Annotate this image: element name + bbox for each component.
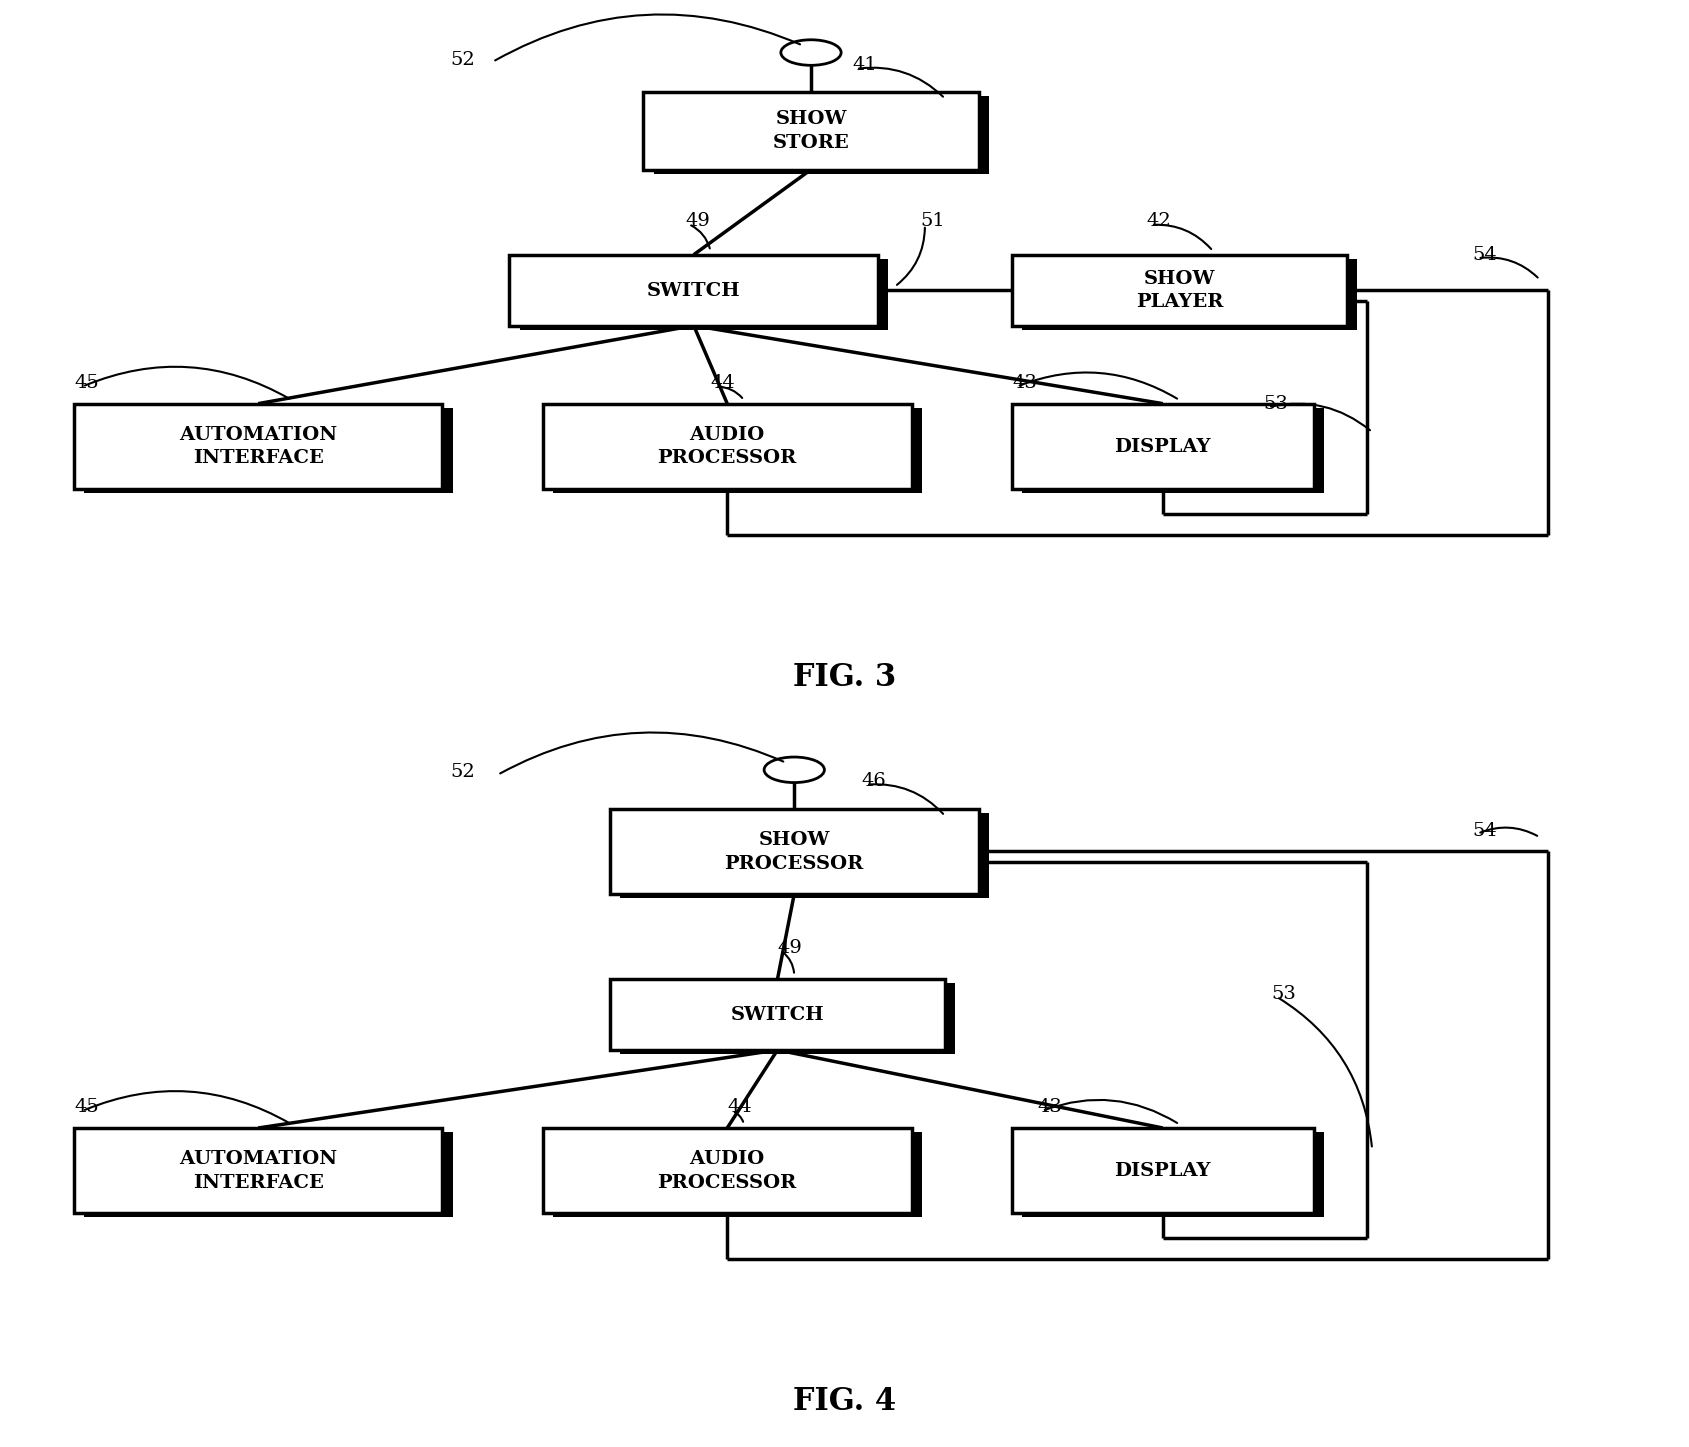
FancyBboxPatch shape — [1022, 259, 1356, 330]
Text: 45: 45 — [74, 1098, 98, 1116]
Text: 43: 43 — [1037, 1098, 1062, 1116]
FancyBboxPatch shape — [1022, 1133, 1324, 1217]
Text: 46: 46 — [861, 771, 887, 790]
Text: SWITCH: SWITCH — [647, 282, 740, 300]
Text: 52: 52 — [451, 51, 476, 69]
Text: 43: 43 — [1012, 373, 1037, 392]
FancyBboxPatch shape — [644, 93, 978, 169]
Text: AUDIO
PROCESSOR: AUDIO PROCESSOR — [657, 1150, 797, 1191]
FancyBboxPatch shape — [1012, 404, 1314, 489]
Text: SWITCH: SWITCH — [731, 1006, 824, 1023]
FancyBboxPatch shape — [620, 984, 954, 1055]
Text: 52: 52 — [451, 763, 476, 781]
Text: 54: 54 — [1473, 822, 1498, 839]
Text: SHOW
PROCESSOR: SHOW PROCESSOR — [725, 831, 863, 873]
Text: 41: 41 — [853, 56, 878, 74]
Text: 45: 45 — [74, 373, 98, 392]
Text: FIG. 3: FIG. 3 — [792, 661, 897, 693]
FancyBboxPatch shape — [74, 404, 443, 489]
FancyBboxPatch shape — [610, 980, 946, 1051]
Text: AUTOMATION
INTERFACE: AUTOMATION INTERFACE — [179, 1150, 338, 1191]
FancyBboxPatch shape — [84, 1133, 453, 1217]
Text: SHOW
PLAYER: SHOW PLAYER — [1135, 269, 1223, 311]
Text: 53: 53 — [1263, 395, 1289, 412]
FancyBboxPatch shape — [552, 1133, 922, 1217]
FancyBboxPatch shape — [654, 97, 988, 174]
FancyBboxPatch shape — [84, 408, 453, 493]
FancyBboxPatch shape — [552, 408, 922, 493]
Text: AUDIO
PROCESSOR: AUDIO PROCESSOR — [657, 425, 797, 467]
FancyBboxPatch shape — [74, 1129, 443, 1213]
Text: FIG. 4: FIG. 4 — [792, 1386, 897, 1417]
FancyBboxPatch shape — [610, 809, 978, 894]
Text: 53: 53 — [1272, 984, 1297, 1003]
Text: DISPLAY: DISPLAY — [1115, 437, 1211, 456]
Text: 42: 42 — [1147, 213, 1170, 230]
FancyBboxPatch shape — [510, 255, 878, 326]
FancyBboxPatch shape — [620, 813, 988, 899]
FancyBboxPatch shape — [542, 1129, 912, 1213]
Text: 49: 49 — [777, 938, 802, 956]
FancyBboxPatch shape — [1022, 408, 1324, 493]
FancyBboxPatch shape — [1012, 1129, 1314, 1213]
FancyBboxPatch shape — [520, 259, 888, 330]
FancyBboxPatch shape — [1012, 255, 1348, 326]
Text: SHOW
STORE: SHOW STORE — [772, 110, 850, 152]
FancyBboxPatch shape — [542, 404, 912, 489]
Text: AUTOMATION
INTERFACE: AUTOMATION INTERFACE — [179, 425, 338, 467]
Text: 51: 51 — [921, 213, 944, 230]
Text: 44: 44 — [711, 373, 735, 392]
Text: 44: 44 — [728, 1098, 752, 1116]
Text: 54: 54 — [1473, 246, 1498, 265]
Text: DISPLAY: DISPLAY — [1115, 1162, 1211, 1179]
Text: 49: 49 — [686, 213, 711, 230]
